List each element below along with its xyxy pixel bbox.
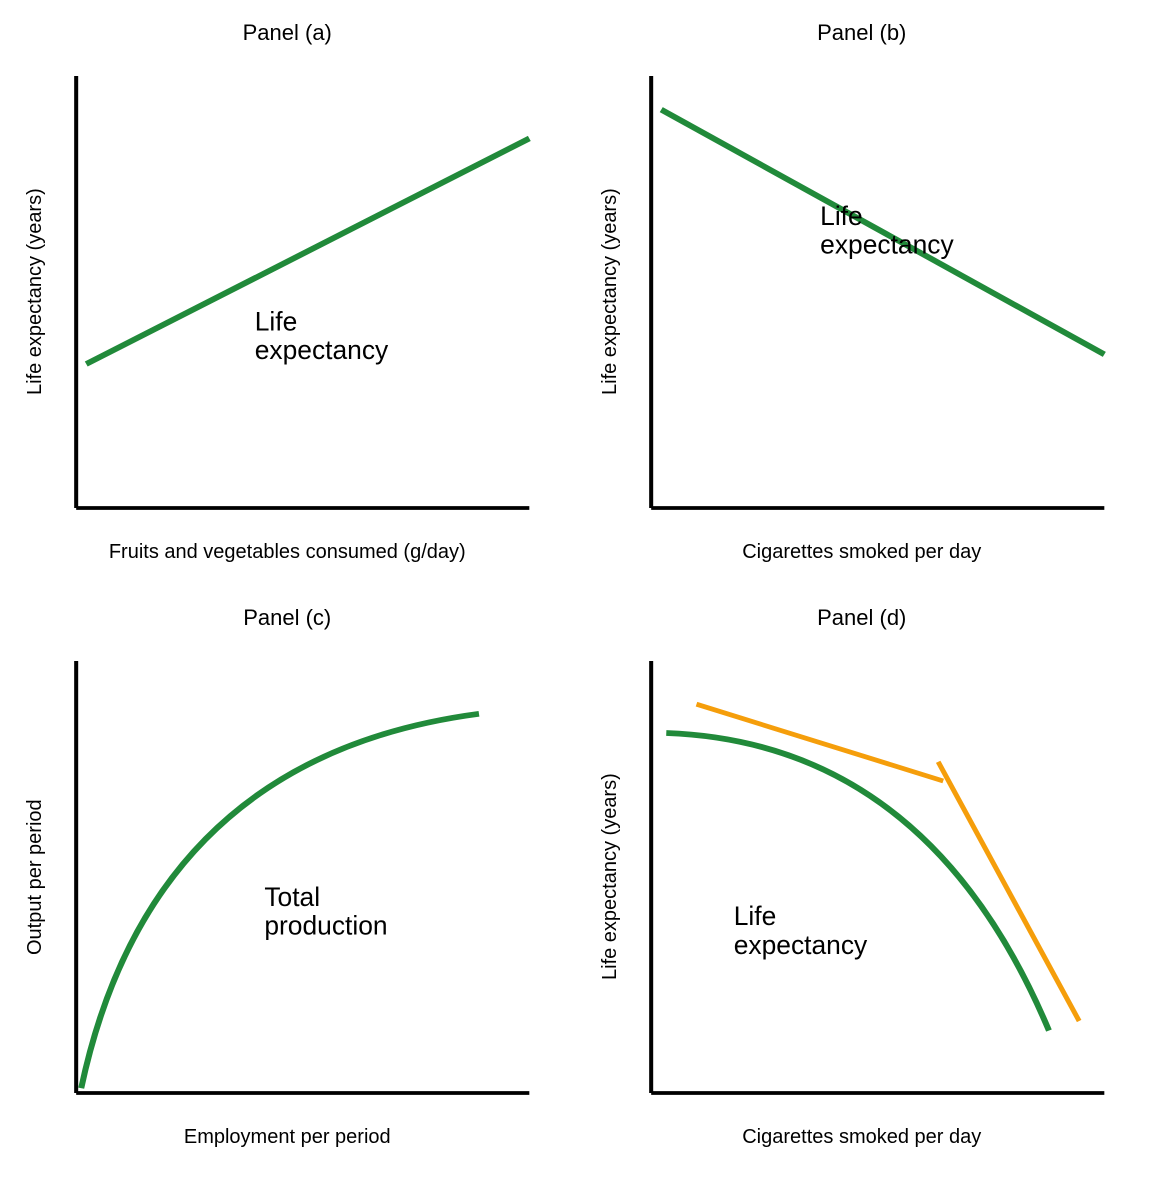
panel-a-label-l1: Life [255, 306, 298, 336]
panel-a-inner-label: Life expectancy [255, 306, 389, 365]
panel-b-xlabel: Cigarettes smoked per day [742, 540, 981, 565]
panel-d-xlabel: Cigarettes smoked per day [742, 1125, 981, 1150]
panel-d-title: Panel (d) [817, 605, 906, 631]
panel-b-title: Panel (b) [817, 20, 906, 46]
panel-a: Panel (a) Life expectancy (years) Life e… [20, 20, 555, 565]
panel-c-title: Panel (c) [243, 605, 331, 631]
panel-d-plotwrap: Life expectancy (years) Life expectancy [595, 637, 1130, 1117]
panel-c-inner-label: Total production [264, 882, 387, 941]
panel-a-plot: Life expectancy [51, 52, 555, 532]
panel-a-label-l2: expectancy [255, 335, 389, 365]
panel-d: Panel (d) Life expectancy (years) Life e… [595, 605, 1130, 1150]
panel-b-label-l2: expectancy [820, 230, 954, 260]
panel-c-plot: Total production [51, 637, 555, 1117]
panel-d-ylabel: Life expectancy (years) [595, 637, 626, 1117]
panel-grid: Panel (a) Life expectancy (years) Life e… [20, 20, 1129, 1150]
panel-c-label-l1: Total [264, 882, 320, 912]
panel-a-title: Panel (a) [243, 20, 332, 46]
panel-a-overlay: Life expectancy [51, 52, 555, 532]
panel-c: Panel (c) Output per period Total produc… [20, 605, 555, 1150]
panel-c-ylabel: Output per period [20, 637, 51, 1117]
panel-c-xlabel: Employment per period [184, 1125, 391, 1150]
panel-b-plot: Life expectancy [626, 52, 1130, 532]
panel-b: Panel (b) Life expectancy (years) Life e… [595, 20, 1130, 565]
panel-a-xlabel: Fruits and vegetables consumed (g/day) [109, 540, 466, 565]
panel-c-overlay: Total production [51, 637, 555, 1117]
panel-d-label-l2: expectancy [733, 930, 867, 960]
panel-a-ylabel: Life expectancy (years) [20, 52, 51, 532]
panel-b-overlay: Life expectancy [626, 52, 1130, 532]
panel-d-inner-label: Life expectancy [733, 901, 867, 960]
panel-b-plotwrap: Life expectancy (years) Life expectancy [595, 52, 1130, 532]
panel-b-label-l1: Life [820, 201, 863, 231]
panel-c-plotwrap: Output per period Total production [20, 637, 555, 1117]
panel-b-inner-label: Life expectancy [820, 201, 954, 260]
panel-a-plotwrap: Life expectancy (years) Life expectancy [20, 52, 555, 532]
panel-d-overlay: Life expectancy [626, 637, 1130, 1117]
panel-d-plot: Life expectancy [626, 637, 1130, 1117]
panel-c-label-l2: production [264, 911, 387, 941]
panel-d-label-l1: Life [733, 901, 776, 931]
panel-b-ylabel: Life expectancy (years) [595, 52, 626, 532]
